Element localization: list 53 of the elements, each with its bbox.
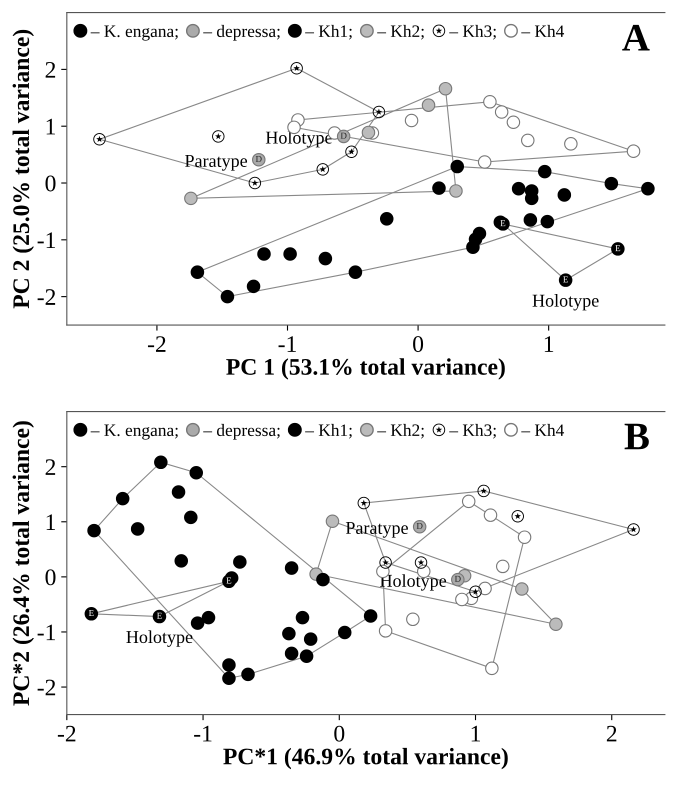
annotation: E [615, 245, 620, 252]
legend-label: – depressa; [203, 24, 280, 41]
y-axis-title: PC*2 (26.4% total variance) [12, 421, 34, 706]
legend-label: – K. engana; [90, 424, 178, 440]
annotation: E [563, 276, 568, 282]
x-tick-label: 0 [413, 336, 424, 352]
y-tick-label: 2 [46, 62, 56, 78]
annotation: D [340, 132, 347, 139]
annotation: Holotype [126, 630, 192, 647]
x-tick-label: -2 [58, 726, 76, 742]
x-axis-title: PC*1 (46.9% total variance) [223, 748, 508, 770]
x-tick-label: 2 [606, 726, 616, 742]
annotation: Paratype [346, 522, 408, 538]
legend-label: – Kh1; [305, 24, 352, 40]
y-axis-title: PC 2 (25.0% total variance) [12, 30, 34, 308]
annotation: Holotype [266, 130, 332, 148]
legend-label: – Kh2; [377, 24, 424, 40]
annotation: D [454, 576, 461, 582]
legend-label: – depressa; [203, 424, 280, 440]
x-tick-label: 1 [472, 726, 480, 742]
chart-title: B [624, 424, 649, 450]
legend-label: – Kh3; [449, 424, 496, 439]
x-tick-label: -1 [194, 726, 212, 742]
legend-label: – Kh3; [449, 24, 496, 40]
y-tick-label: 1 [46, 118, 55, 134]
x-tick-label: 1 [544, 336, 554, 352]
annotation: E [156, 612, 162, 619]
legend-label: – Kh4 [521, 424, 564, 436]
y-tick-label: -1 [38, 624, 55, 640]
annotation: Holotype [532, 294, 599, 310]
annotation: E [88, 610, 94, 616]
legend-label: – Kh1; [305, 424, 352, 439]
y-tick-label: 0 [46, 569, 56, 586]
annotation: E [226, 578, 232, 584]
annotation: Paratype [185, 154, 248, 171]
y-tick-label: 1 [46, 514, 55, 530]
y-tick-label: -2 [38, 680, 56, 696]
y-tick-label: -1 [38, 232, 55, 248]
y-tick-label: -2 [38, 289, 56, 305]
x-axis-title: PC 1 (53.1% total variance) [226, 358, 505, 380]
chart-title: A [622, 24, 650, 51]
annotation: Holotype [380, 574, 446, 591]
y-tick-label: 0 [46, 176, 56, 192]
x-tick-label: 0 [334, 726, 344, 742]
x-tick-label: -1 [278, 336, 296, 352]
annotation: D [416, 523, 423, 529]
legend-label: – K. engana; [90, 26, 178, 41]
x-tick-label: -2 [148, 336, 166, 352]
y-tick-label: 2 [46, 459, 56, 475]
legend-label: – Kh2; [377, 424, 424, 439]
annotation: E [500, 220, 506, 226]
legend-label: – Kh4 [521, 24, 564, 37]
annotation: D [256, 156, 262, 162]
